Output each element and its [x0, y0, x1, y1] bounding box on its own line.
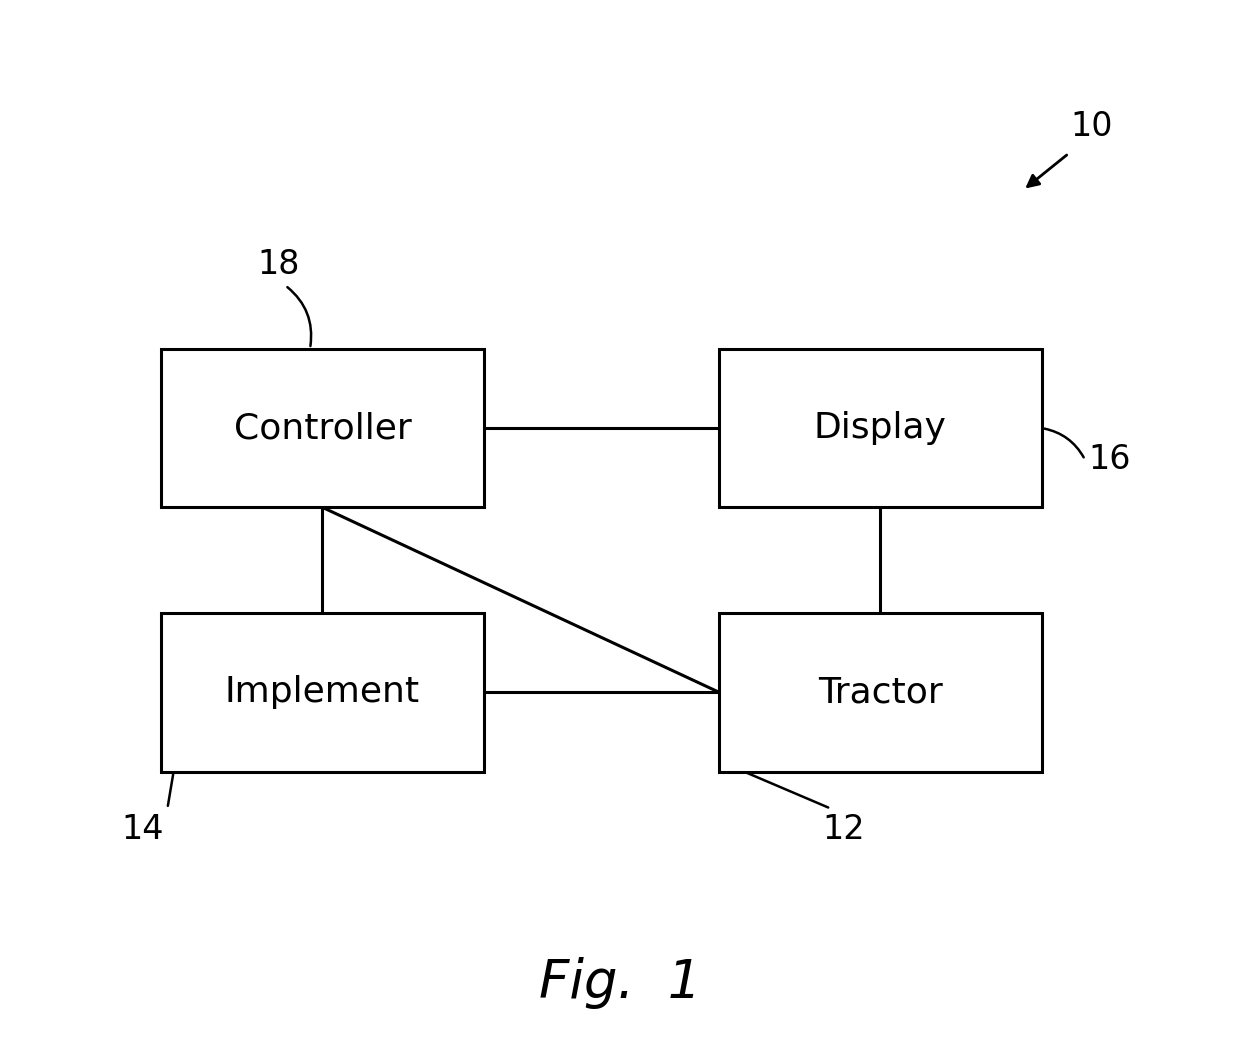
Text: Display: Display — [813, 411, 947, 445]
Text: 12: 12 — [822, 813, 864, 847]
Text: 16: 16 — [1089, 443, 1131, 477]
Text: 10: 10 — [1070, 110, 1112, 144]
Bar — [719, 613, 1042, 772]
Text: 14: 14 — [122, 813, 164, 847]
Text: Fig.  1: Fig. 1 — [539, 957, 701, 1009]
Text: Implement: Implement — [224, 675, 420, 709]
Text: Controller: Controller — [233, 411, 412, 445]
Bar — [161, 613, 484, 772]
Text: Tractor: Tractor — [818, 675, 942, 709]
Bar — [161, 349, 484, 507]
Text: 18: 18 — [258, 247, 300, 281]
Bar — [719, 349, 1042, 507]
